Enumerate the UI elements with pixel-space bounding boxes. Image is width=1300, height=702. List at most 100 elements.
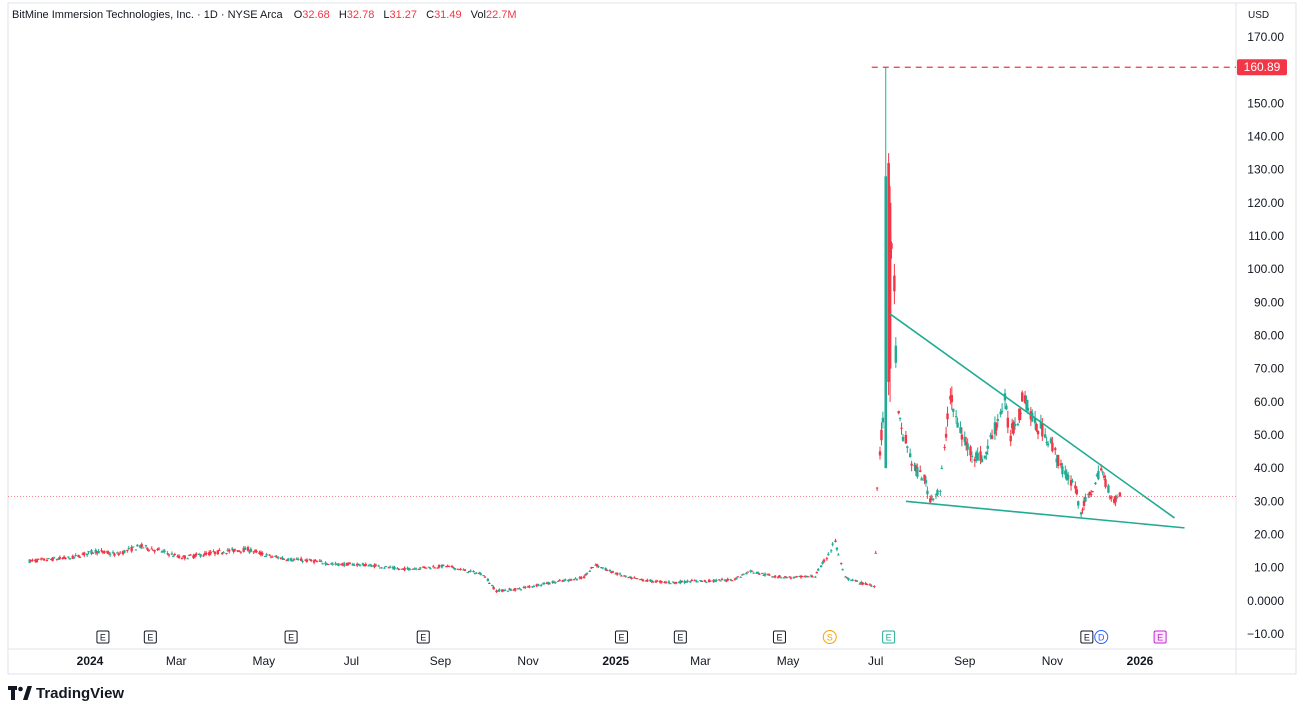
event-marker-letter: E	[886, 633, 892, 643]
candle-down	[600, 567, 603, 569]
candle-up	[331, 563, 334, 565]
event-marker-earnings-future[interactable]: E	[1153, 630, 1167, 644]
trendline-lower[interactable]	[905, 500, 1185, 529]
event-marker-split[interactable]: S	[822, 630, 837, 644]
event-marker-earnings[interactable]: E	[673, 630, 687, 644]
currency-label: USD	[1248, 10, 1269, 21]
candle-up	[989, 435, 992, 437]
event-marker-letter: E	[1157, 633, 1163, 643]
candle-up	[542, 582, 546, 585]
candle-up	[407, 567, 411, 571]
event-marker-letter: D	[1098, 633, 1105, 643]
candle-down	[725, 580, 728, 582]
event-marker-earnings[interactable]: E	[284, 630, 298, 644]
event-marker-earnings[interactable]: E	[143, 630, 157, 644]
candle-down	[71, 555, 74, 559]
candle-down	[1104, 479, 1107, 487]
candle-up	[353, 564, 356, 566]
candle-down	[318, 560, 322, 562]
event-marker-earnings[interactable]: E	[416, 630, 430, 644]
candle-down	[854, 580, 857, 582]
candle-up	[963, 436, 966, 442]
candle-down	[259, 552, 263, 556]
candle-down	[83, 552, 86, 556]
candle-down	[611, 571, 615, 573]
event-marker-earnings[interactable]: E	[772, 630, 786, 644]
candle-down	[646, 579, 649, 582]
candle-up	[116, 552, 119, 554]
event-marker-dividend[interactable]: D	[1094, 630, 1109, 644]
high-value: 32.78	[346, 9, 375, 21]
candle-down	[712, 580, 715, 582]
candle-up	[996, 419, 999, 421]
candle-up	[648, 579, 652, 581]
candle-up	[440, 565, 444, 568]
candle-down	[37, 558, 40, 560]
price-tick-label: 90.00	[1254, 295, 1284, 309]
event-marker-earnings-upcoming[interactable]: E	[882, 630, 896, 644]
candle-down	[811, 576, 814, 578]
candle-down	[822, 559, 826, 562]
candle-down	[545, 582, 548, 584]
event-marker-earnings[interactable]: E	[96, 630, 110, 644]
event-marker-earnings[interactable]: E	[614, 630, 628, 644]
candle-down	[825, 558, 829, 560]
candle-down	[610, 571, 613, 573]
candle-down	[472, 571, 475, 573]
candle-down	[341, 563, 345, 565]
candle-up	[1097, 471, 1100, 480]
candle-down	[182, 555, 185, 557]
candle-up	[936, 489, 939, 495]
candle-down	[1006, 417, 1010, 428]
candle-down	[374, 564, 378, 566]
time-axis[interactable]: 2024 Mar May Jul Sep Nov 2025 Mar May Jul Sep Nov 20…	[77, 654, 1154, 668]
candle-down	[61, 557, 64, 559]
candle-up	[930, 496, 933, 498]
candle-down	[218, 550, 221, 552]
candle-up	[667, 581, 671, 584]
candle-down	[271, 556, 274, 558]
candle-down	[733, 578, 737, 580]
trendline-upper[interactable]	[889, 313, 1175, 519]
candle-down	[292, 559, 296, 561]
candle-up	[47, 558, 50, 560]
candle-up	[144, 545, 148, 547]
candle-down	[1089, 493, 1093, 496]
candle-down	[417, 569, 421, 571]
candle-up	[851, 579, 854, 581]
event-marker-earnings[interactable]: E	[1080, 630, 1094, 644]
candle-down	[1069, 479, 1073, 486]
candle-down	[501, 589, 504, 592]
candle-up	[413, 568, 416, 570]
candle-down	[789, 577, 793, 579]
candle-down	[180, 558, 184, 560]
price-axis[interactable]: USD170.00160.00150.00140.00130.00120.001…	[1237, 10, 1287, 641]
candle-up	[406, 567, 409, 569]
candle-up	[601, 567, 604, 569]
candle-down	[50, 559, 53, 561]
time-tick-label: Sep	[430, 654, 452, 668]
candle-up	[924, 480, 928, 484]
price-tick-label: 10.00	[1254, 561, 1284, 575]
candle-down	[299, 558, 303, 561]
candle-down	[950, 395, 954, 403]
candle-down	[815, 572, 819, 574]
candle-up	[1025, 399, 1028, 410]
candle-up	[1094, 482, 1097, 485]
price-tick-label: 50.00	[1254, 428, 1284, 442]
candle-up	[377, 565, 380, 567]
candle-up	[1095, 474, 1099, 476]
candle-up	[541, 583, 544, 585]
candle-down	[636, 578, 639, 580]
candle-down	[1036, 430, 1040, 435]
tradingview-logo[interactable]: TradingView	[8, 684, 124, 702]
candle-up	[814, 576, 817, 578]
candle-down	[969, 446, 972, 456]
candle-down	[258, 552, 261, 554]
candle-down	[861, 582, 864, 585]
candle-up	[650, 579, 653, 583]
candle-down	[960, 434, 964, 440]
candle-up	[72, 556, 76, 558]
price-tick-label: 30.00	[1254, 494, 1284, 508]
